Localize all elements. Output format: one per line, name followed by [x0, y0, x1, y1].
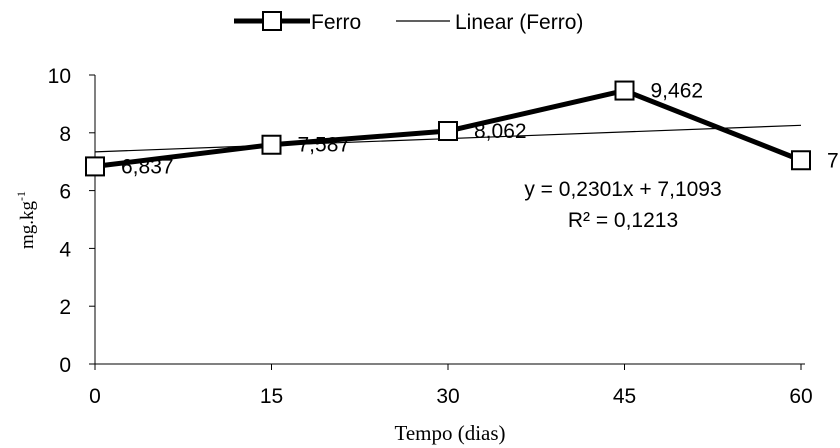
y-ticks: 0 2 4 6 8 10: [48, 65, 95, 377]
legend-trend-label: Linear (Ferro): [455, 11, 583, 34]
y-tick-label: 6: [59, 181, 71, 204]
trendline-equation: y = 0,2301x + 7,1093: [524, 178, 721, 201]
data-point: [261, 134, 282, 155]
x-tick-label: 45: [613, 385, 636, 408]
legend-ferro-marker: [262, 11, 282, 31]
x-tick-label: 15: [260, 385, 283, 408]
data-label: 7,587: [298, 134, 351, 157]
trendline-r2: R² = 0,1213: [568, 209, 678, 232]
data-point: [791, 150, 811, 171]
data-label: 6,837: [121, 155, 174, 178]
data-label: 9,462: [651, 80, 704, 103]
legend: Ferro Linear (Ferro): [234, 11, 583, 34]
x-axis-title: Tempo (dias): [394, 421, 505, 445]
y-tick-label: 2: [59, 296, 71, 319]
y-tick-label: 10: [48, 65, 71, 88]
data-labels: 6,837 7,587 8,062 9,462 7,05: [121, 80, 840, 179]
x-ticks: 0 15 30 45 60: [89, 364, 813, 408]
x-tick-label: 60: [789, 385, 812, 408]
data-point: [614, 80, 635, 101]
x-tick-label: 0: [89, 385, 101, 408]
y-tick-label: 8: [59, 123, 71, 146]
y-axis-title-base: mg.kg: [17, 200, 38, 249]
legend-ferro-label: Ferro: [311, 11, 361, 34]
y-tick-label: 0: [59, 354, 71, 377]
y-tick-label: 4: [59, 238, 71, 261]
data-point: [438, 121, 458, 142]
x-tick-label: 30: [436, 385, 459, 408]
y-axis-title: mg.kg-1: [14, 191, 38, 249]
y-axis-title-sup: -1: [14, 191, 28, 201]
data-point: [85, 156, 105, 177]
series-markers: [85, 80, 811, 177]
data-label: 8,062: [474, 120, 527, 143]
data-label: 7,05: [827, 149, 840, 172]
